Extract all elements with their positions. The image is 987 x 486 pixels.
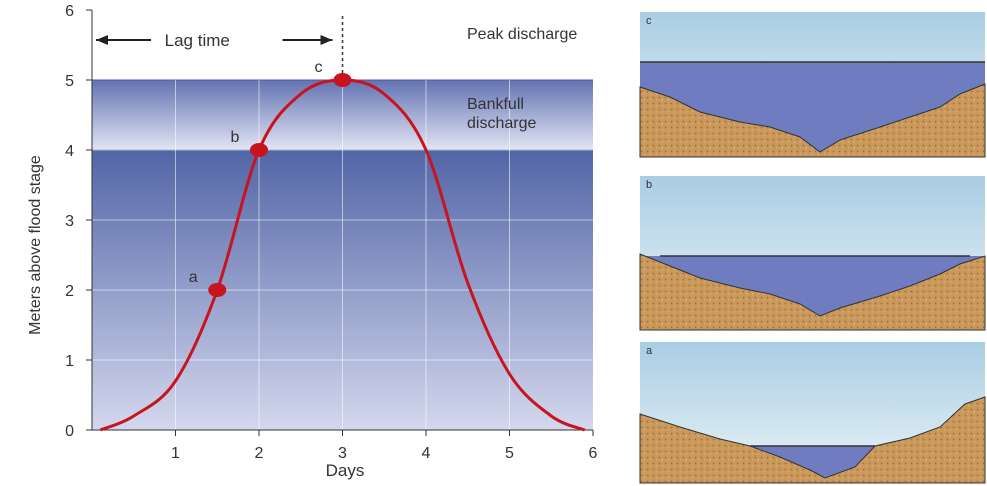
x-tick-label: 3 bbox=[338, 445, 347, 462]
y-tick-label: 5 bbox=[65, 73, 74, 90]
y-tick-label: 0 bbox=[65, 423, 74, 440]
y-tick-label: 2 bbox=[65, 283, 74, 300]
lag-label: Lag time bbox=[165, 31, 230, 50]
y-tick-label: 1 bbox=[65, 353, 74, 370]
y-tick-label: 6 bbox=[65, 3, 74, 20]
panel-label: c bbox=[646, 15, 652, 27]
level-label: Peak discharge bbox=[467, 26, 578, 43]
panel-label: a bbox=[646, 345, 653, 357]
x-tick-label: 1 bbox=[171, 445, 180, 462]
x-tick-label: 4 bbox=[422, 445, 431, 462]
level-label: Bankfull discharge bbox=[467, 96, 537, 132]
terrain bbox=[639, 253, 986, 331]
terrain bbox=[639, 83, 986, 158]
x-tick-label: 6 bbox=[589, 445, 598, 462]
stage-point bbox=[250, 143, 268, 157]
cross-section: a bbox=[639, 342, 986, 484]
x-tick-label: 5 bbox=[505, 445, 514, 462]
point-label: c bbox=[315, 59, 323, 76]
terrain bbox=[639, 396, 986, 484]
y-tick-label: 4 bbox=[65, 143, 74, 160]
x-axis-label: Days bbox=[326, 461, 365, 480]
lag-arrowhead bbox=[96, 35, 108, 45]
point-label: a bbox=[189, 269, 198, 286]
stage-point bbox=[333, 73, 352, 87]
cross-section: b bbox=[639, 176, 986, 331]
panel-label: b bbox=[646, 179, 652, 191]
plot: 0 1 2 3 4 5 6 1 2 3 4 5 6 Lag time a b c bbox=[65, 3, 597, 462]
y-tick-label: 3 bbox=[65, 213, 74, 230]
lag-arrowhead bbox=[320, 35, 333, 45]
stage-point bbox=[208, 283, 227, 297]
x-tick-label: 2 bbox=[255, 445, 264, 462]
point-label: b bbox=[231, 129, 240, 146]
y-axis-label: Meters above flood stage bbox=[27, 155, 44, 335]
cross-section: c bbox=[639, 12, 986, 158]
